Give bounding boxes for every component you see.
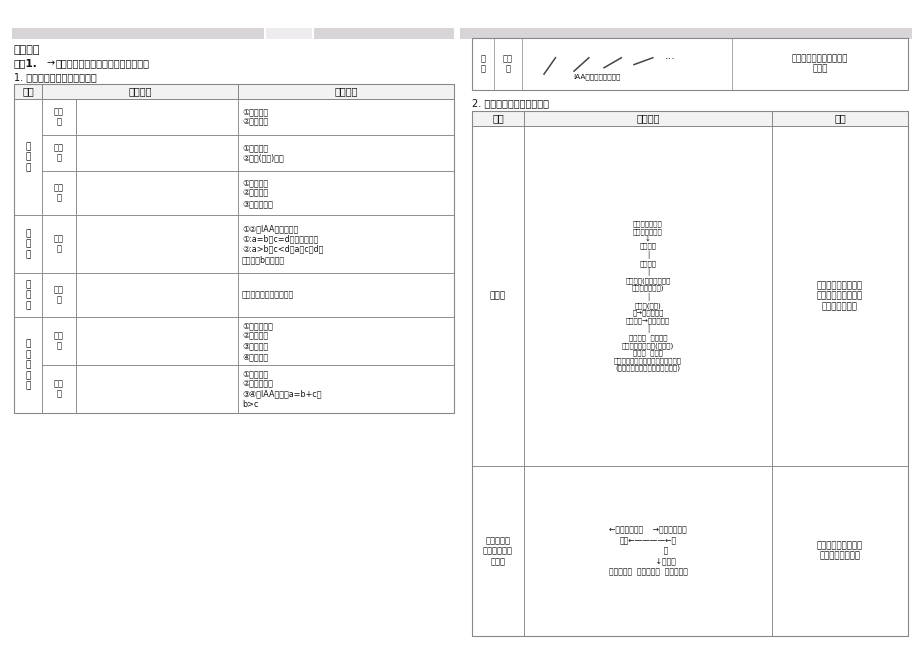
Text: 茎的负向重
力性、根的向
重力性: 茎的负向重 力性、根的向 重力性: [482, 536, 513, 566]
Bar: [238, 99, 453, 135]
Bar: [471, 126, 524, 466]
Text: ①直立生长
②向光生长: ①直立生长 ②向光生长: [242, 107, 267, 127]
Bar: [524, 111, 771, 126]
Text: IAA处理浓度依次增加: IAA处理浓度依次增加: [573, 74, 620, 80]
Bar: [42, 99, 76, 135]
Bar: [238, 365, 453, 413]
Text: 测
定: 测 定: [480, 54, 485, 74]
Text: 横置
类: 横置 类: [54, 234, 64, 254]
Bar: [42, 135, 76, 171]
Bar: [471, 466, 524, 636]
Bar: [76, 273, 238, 317]
Bar: [238, 273, 453, 317]
Bar: [771, 126, 907, 466]
Bar: [42, 171, 76, 215]
Text: 1. 生长素相关试验的图解分析: 1. 生长素相关试验的图解分析: [14, 72, 96, 82]
Text: →: →: [47, 58, 55, 68]
Text: ①向右侧生长
②直立生长
③向光生长
④向光生长: ①向右侧生长 ②直立生长 ③向光生长 ④向光生长: [242, 321, 273, 361]
Bar: [524, 126, 771, 466]
Text: ①直立生长
②向光(小孔)生长: ①直立生长 ②向光(小孔)生长: [242, 143, 283, 163]
Bar: [42, 273, 76, 317]
Text: ①直立生长
②向光生长
③向小孔生长: ①直立生长 ②向光生长 ③向小孔生长: [242, 178, 273, 208]
Text: ...: ...: [664, 51, 675, 61]
Text: 结论: 结论: [834, 113, 845, 124]
Bar: [14, 273, 42, 317]
Text: 尖端感应光，生
长素可横向运输
↓
横向运输
│
极性运输
│
全部以下(尖端无，生长
素只可极性运输)
│
导侧左(弯向)
光→产生生长素
影响途径→感受单侧: 尖端感应光，生 长素可横向运输 ↓ 横向运输 │ 极性运输 │ 全部以下(尖端无…: [613, 221, 681, 372]
Bar: [238, 135, 453, 171]
Bar: [42, 365, 76, 413]
Text: 要点1.: 要点1.: [14, 58, 38, 68]
Bar: [12, 28, 264, 39]
Text: 移植
类: 移植 类: [54, 380, 64, 398]
Text: 生长素的相关试验分析及其生理作用: 生长素的相关试验分析及其生理作用: [56, 58, 150, 68]
Text: ①直立生长
②向左侧生长
③④中IAA的含量a=b+c，
b>c: ①直立生长 ②向左侧生长 ③④中IAA的含量a=b+c， b>c: [242, 369, 321, 409]
Text: 重
力
类: 重 力 类: [26, 229, 30, 259]
Bar: [524, 466, 771, 636]
Text: 向光性: 向光性: [490, 292, 505, 301]
Bar: [42, 317, 76, 365]
Text: 植物的不同器官对生
长素的敏感性不同: 植物的不同器官对生 长素的敏感性不同: [816, 541, 862, 561]
Text: 梯度
类: 梯度 类: [503, 54, 513, 74]
Text: ←极性运输方向    →极性运输方向
根尖←————←茎
               重
               ↓力方向
形态学上端  形态学下端  : ←极性运输方向 →极性运输方向 根尖←————←茎 重 ↓力方向 形态学上端 形…: [607, 526, 686, 576]
Bar: [313, 28, 453, 39]
Text: 外部因素是单侧光的
照射；内部因素是生
长素分布不均匀: 外部因素是单侧光的 照射；内部因素是生 长素分布不均匀: [816, 281, 862, 311]
Bar: [238, 84, 453, 99]
Bar: [471, 111, 907, 636]
Bar: [14, 317, 42, 413]
Bar: [14, 215, 42, 273]
Text: 现象: 现象: [492, 113, 504, 124]
Text: 力气提升: 力气提升: [14, 45, 40, 55]
Text: 图解条件: 图解条件: [128, 87, 152, 96]
Text: 单
侧
光: 单 侧 光: [26, 142, 30, 172]
Text: 插入
类: 插入 类: [54, 331, 64, 351]
Bar: [238, 215, 453, 273]
Bar: [471, 38, 907, 90]
Text: 离
心
力: 离 心 力: [26, 280, 30, 310]
Bar: [460, 28, 911, 39]
Text: ①②中IAA含量及作用
①:a=b、c=d，都促进生长
②:a>b、c<d，a、c、d促
进生长，b抑制生长: ①②中IAA含量及作用 ①:a=b、c=d，都促进生长 ②:a>b、c<d，a、…: [242, 224, 323, 264]
Bar: [76, 317, 238, 365]
Bar: [14, 84, 453, 413]
Text: 暗箱
类: 暗箱 类: [54, 143, 64, 163]
Bar: [771, 466, 907, 636]
Text: 相关结果: 相关结果: [334, 87, 357, 96]
Text: 遮盖
类: 遮盖 类: [54, 107, 64, 127]
Bar: [76, 215, 238, 273]
Text: 2. 植物弯曲生长的缘由分析: 2. 植物弯曲生长的缘由分析: [471, 98, 549, 108]
Bar: [14, 84, 42, 99]
Bar: [471, 111, 524, 126]
Bar: [76, 99, 238, 135]
Text: 类别: 类别: [22, 87, 34, 96]
Text: 茎向心生长，根离心生长: 茎向心生长，根离心生长: [242, 290, 294, 299]
Text: 缘由分析: 缘由分析: [636, 113, 659, 124]
Text: 转盘
类: 转盘 类: [54, 285, 64, 305]
Bar: [14, 99, 42, 215]
Bar: [76, 171, 238, 215]
Bar: [266, 28, 312, 39]
Bar: [238, 317, 453, 365]
Bar: [238, 171, 453, 215]
Bar: [76, 135, 238, 171]
Bar: [42, 84, 238, 99]
Text: 得出相应的最适宜的生长
素浓度: 得出相应的最适宜的生长 素浓度: [791, 54, 847, 74]
Bar: [76, 365, 238, 413]
Text: 阻
断
或
转
移: 阻 断 或 转 移: [26, 340, 30, 391]
Text: 旋转
类: 旋转 类: [54, 184, 64, 202]
Bar: [771, 111, 907, 126]
Bar: [42, 215, 76, 273]
